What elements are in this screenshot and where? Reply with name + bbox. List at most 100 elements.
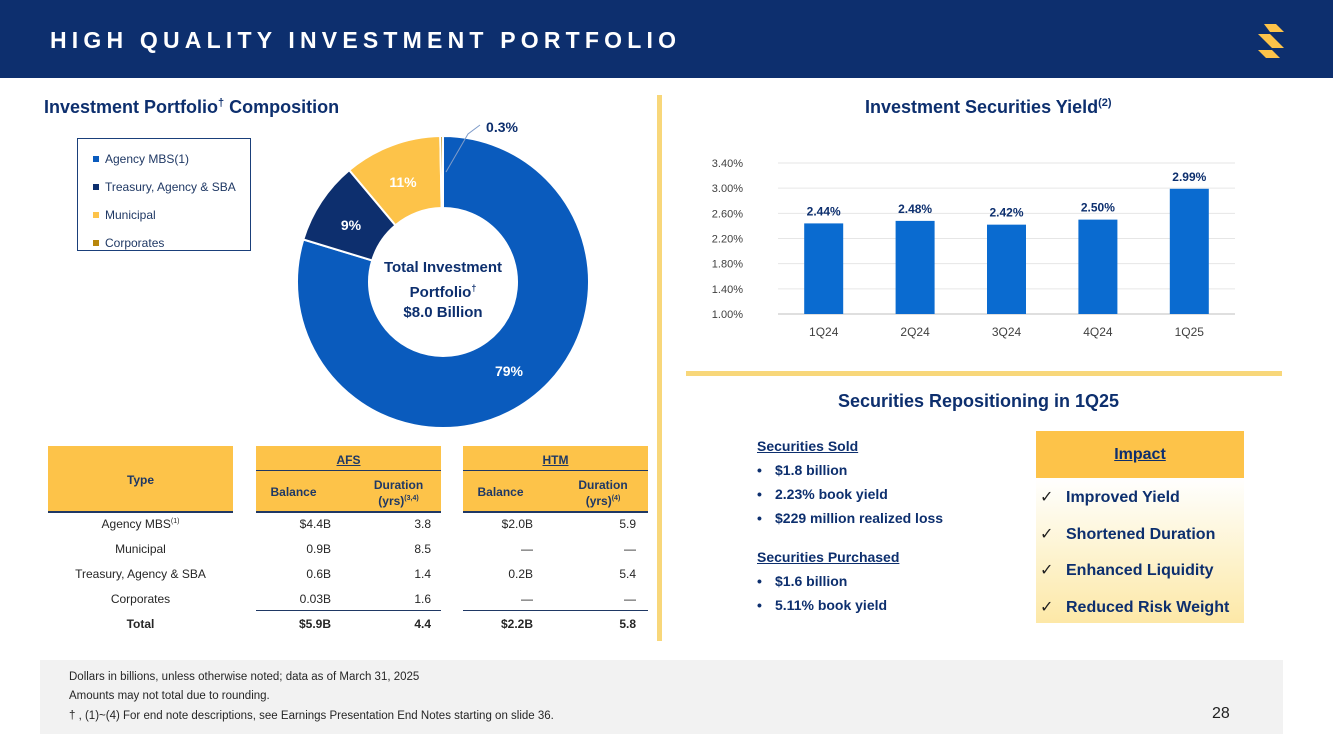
- impact-item-text: Improved Yield: [1066, 489, 1180, 506]
- htm-duration-unit: (yrs): [585, 494, 612, 508]
- company-logo: [1258, 24, 1284, 58]
- total-rule: [463, 610, 648, 611]
- check-icon: ✓: [1040, 560, 1054, 579]
- table-cell: 5.9: [619, 517, 636, 531]
- composition-title-text: Investment Portfolio: [44, 97, 219, 117]
- table-cell: 5.4: [619, 567, 636, 581]
- bullet-text: 5.11% book yield: [775, 597, 888, 613]
- legend-item: Municipal: [93, 201, 250, 229]
- legend-label: Agency MBS(1): [105, 152, 190, 166]
- table-htm-header-bg: [463, 446, 648, 512]
- impact-item: ✓ Improved Yield: [1036, 487, 1180, 507]
- donut-center-line3: $8.0 Billion: [403, 304, 483, 321]
- purchased-bullet: • $1.6 billion: [757, 573, 847, 589]
- table-total-label: Total: [126, 617, 155, 631]
- legend-item: Corporates: [93, 229, 250, 257]
- composition-title-mark: †: [218, 97, 225, 109]
- x-tick-label: 2Q24: [900, 325, 930, 339]
- afs-balance-header: Balance: [270, 485, 317, 499]
- table-cell: 8.5: [414, 542, 431, 556]
- y-tick-label: 3.40%: [712, 158, 743, 170]
- table-total-cell: 4.4: [414, 617, 431, 631]
- htm-duration-header: Duration (yrs)(4): [558, 478, 648, 508]
- impact-item-text: Shortened Duration: [1066, 526, 1216, 543]
- afs-duration-unit: (yrs): [378, 494, 405, 508]
- yield-bar: [895, 220, 935, 314]
- table-type-header: Type: [126, 473, 155, 487]
- composition-title-suffix: Composition: [224, 97, 340, 117]
- y-tick-label: 2.60%: [712, 208, 743, 220]
- table-cell: —: [521, 542, 533, 556]
- bullet-dot: •: [757, 573, 762, 589]
- legend-label: Corporates: [105, 236, 165, 250]
- table-afs-header-bg: [256, 446, 441, 512]
- afs-duration-header: Duration (yrs)(3,4): [356, 478, 441, 508]
- bullet-dot: •: [757, 486, 762, 502]
- legend-swatch: [93, 240, 99, 246]
- x-tick-label: 1Q24: [809, 325, 839, 339]
- bar-value-label: 2.48%: [898, 202, 932, 216]
- composition-title: Investment Portfolio† Composition: [44, 97, 339, 118]
- row-type-note: (1): [170, 518, 180, 525]
- y-tick-label: 1.00%: [712, 309, 743, 321]
- legend-swatch: [93, 156, 99, 162]
- bar-value-label: 2.50%: [1081, 201, 1115, 215]
- page-title: HIGH QUALITY INVESTMENT PORTFOLIO: [50, 27, 682, 53]
- check-icon: ✓: [1040, 487, 1054, 506]
- sold-subhead: Securities Sold: [757, 438, 859, 454]
- bullet-text: $229 million realized loss: [775, 510, 944, 526]
- donut-legend: Agency MBS(1) Treasury, Agency & SBA Mun…: [77, 138, 251, 251]
- table-type-header-bg: [48, 446, 233, 512]
- horizontal-divider: [686, 371, 1282, 376]
- legend-swatch: [93, 184, 99, 190]
- table-cell: 0.6B: [306, 567, 331, 581]
- donut-slice: [296, 134, 590, 429]
- bullet-dot: •: [757, 510, 762, 526]
- table-header-rule: [48, 511, 233, 513]
- sold-bullet: • $229 million realized loss: [757, 510, 943, 526]
- impact-item: ✓ Shortened Duration: [1036, 524, 1215, 544]
- table-row-type: Treasury, Agency & SBA: [75, 567, 206, 581]
- table-total-cell: 5.8: [619, 617, 636, 631]
- table-row-type: Agency MBS(1): [48, 517, 233, 531]
- table-row-type: Municipal: [115, 542, 166, 556]
- yield-chart-title-sup: (2): [1098, 97, 1112, 109]
- donut-leader-line: [445, 124, 481, 173]
- impact-item-text: Reduced Risk Weight: [1066, 599, 1230, 616]
- table-cell: —: [624, 542, 636, 556]
- table-row-type: Corporates: [110, 592, 171, 606]
- bullet-text: 2.23% book yield: [775, 486, 888, 502]
- donut-center-line1: Total Investment: [383, 259, 503, 276]
- donut-slice-label: 79%: [495, 363, 524, 379]
- purchased-bullet: • 5.11% book yield: [757, 597, 887, 613]
- impact-item-text: Enhanced Liquidity: [1066, 562, 1214, 579]
- afs-header-rule: [256, 470, 441, 471]
- htm-duration-note: (4): [611, 495, 621, 502]
- bar-value-label: 2.42%: [989, 206, 1023, 220]
- htm-duration-header-text: Duration: [578, 478, 628, 492]
- donut-slice-label: 0.3%: [486, 119, 518, 135]
- table-cell: $4.4B: [299, 517, 331, 531]
- composition-donut-chart: 79% 9% 11% 0.3%: [296, 119, 590, 429]
- yield-bar-chart: 3.40% 3.00% 2.60% 2.20% 1.80% 1.40% 1.00% 2.44%…: [712, 158, 1235, 339]
- footnote-line: Amounts may not total due to rounding.: [69, 690, 270, 702]
- table-cell: 0.2B: [508, 567, 533, 581]
- yield-bar: [804, 223, 844, 314]
- bullet-text: $1.6 billion: [775, 573, 848, 589]
- vertical-divider: [657, 95, 662, 641]
- table-header-rule: [256, 511, 441, 513]
- y-tick-label: 3.00%: [712, 183, 743, 195]
- bullet-text: $1.8 billion: [775, 462, 848, 478]
- y-tick-label: 1.40%: [712, 284, 743, 296]
- table-cell: 3.8: [414, 517, 431, 531]
- impact-header: Impact: [1036, 431, 1244, 478]
- legend-swatch: [93, 212, 99, 218]
- donut-center-line2-text: Portfolio: [409, 284, 472, 301]
- bar-value-label: 2.44%: [807, 204, 841, 218]
- legend-label: Treasury, Agency & SBA: [105, 180, 236, 194]
- table-total-cell: $2.2B: [500, 617, 533, 631]
- legend-label: Municipal: [105, 208, 156, 222]
- yield-bar: [1169, 188, 1209, 314]
- check-icon: ✓: [1040, 597, 1054, 616]
- check-icon: ✓: [1040, 524, 1054, 543]
